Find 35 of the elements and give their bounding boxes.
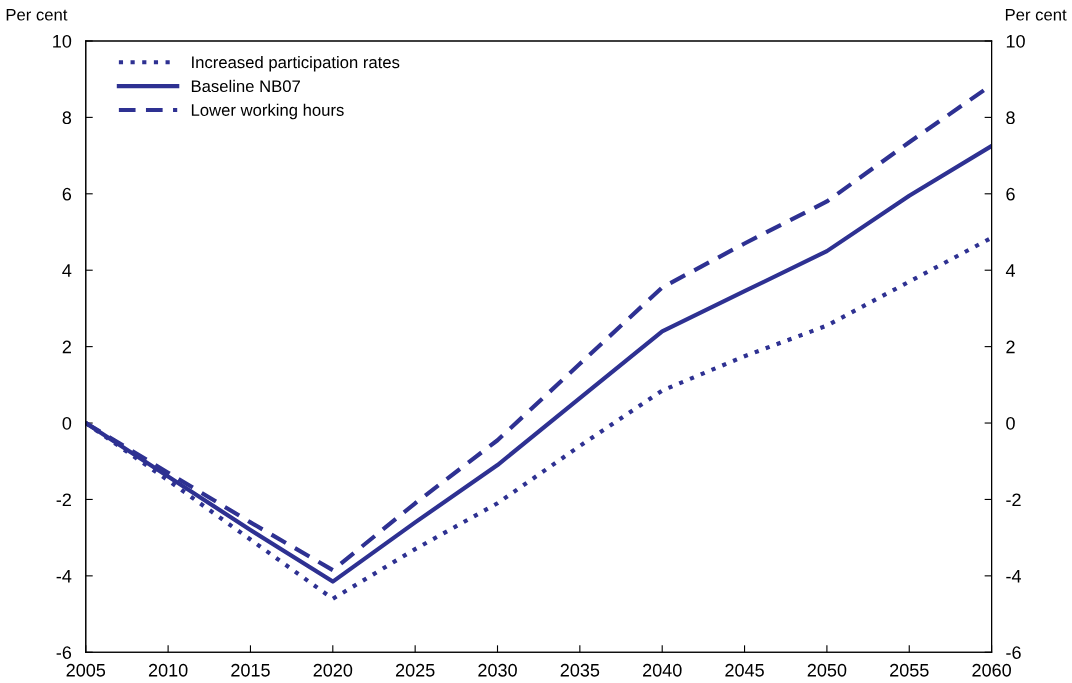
y2-tick-label: -6 [1006, 646, 1021, 659]
y-tick-label: 10 [53, 34, 72, 48]
y2-tick-label: 6 [1006, 187, 1015, 201]
y-tick-label: -2 [56, 493, 71, 506]
y-axis-title: Per cent [6, 8, 68, 21]
x-tick-label: 2035 [560, 663, 600, 677]
y-tick-label: 0 [62, 416, 72, 430]
x-tick-label: 2050 [807, 663, 847, 677]
legend-label: Increased participation rates [192, 55, 400, 72]
y-tick-label: 2 [62, 340, 71, 354]
x-tick-label: 2040 [643, 663, 682, 677]
y-tick-label: -4 [56, 569, 72, 583]
x-tick-label: 2030 [478, 663, 517, 677]
y2-tick-label: -4 [1006, 569, 1022, 583]
y2-axis-title: Per cent [1005, 8, 1067, 21]
x-tick-label: 2020 [313, 663, 353, 677]
x-tick-label: 2060 [972, 663, 1011, 677]
y-tick-label: -6 [56, 646, 72, 659]
y2-tick-label: 0 [1006, 416, 1015, 430]
y2-tick-label: 2 [1006, 340, 1015, 354]
y-tick-label: 8 [62, 111, 72, 125]
y2-tick-label: 8 [1006, 111, 1015, 125]
x-tick-label: 2045 [725, 663, 764, 677]
y2-tick-label: 4 [1005, 264, 1015, 277]
x-tick-label: 2055 [890, 663, 929, 677]
y-tick-label: 6 [62, 187, 72, 201]
x-tick-label: 2015 [231, 663, 270, 677]
y-tick-label: 4 [62, 264, 72, 277]
x-tick-label: 2010 [148, 663, 188, 677]
x-tick-label: 2025 [395, 663, 435, 677]
y2-tick-label: 10 [1006, 34, 1025, 48]
y2-tick-label: -2 [1006, 493, 1021, 506]
legend-label: Baseline NB07 [191, 79, 300, 93]
x-tick-label: 2005 [66, 663, 106, 677]
legend-label: Lower working hours [191, 103, 344, 120]
